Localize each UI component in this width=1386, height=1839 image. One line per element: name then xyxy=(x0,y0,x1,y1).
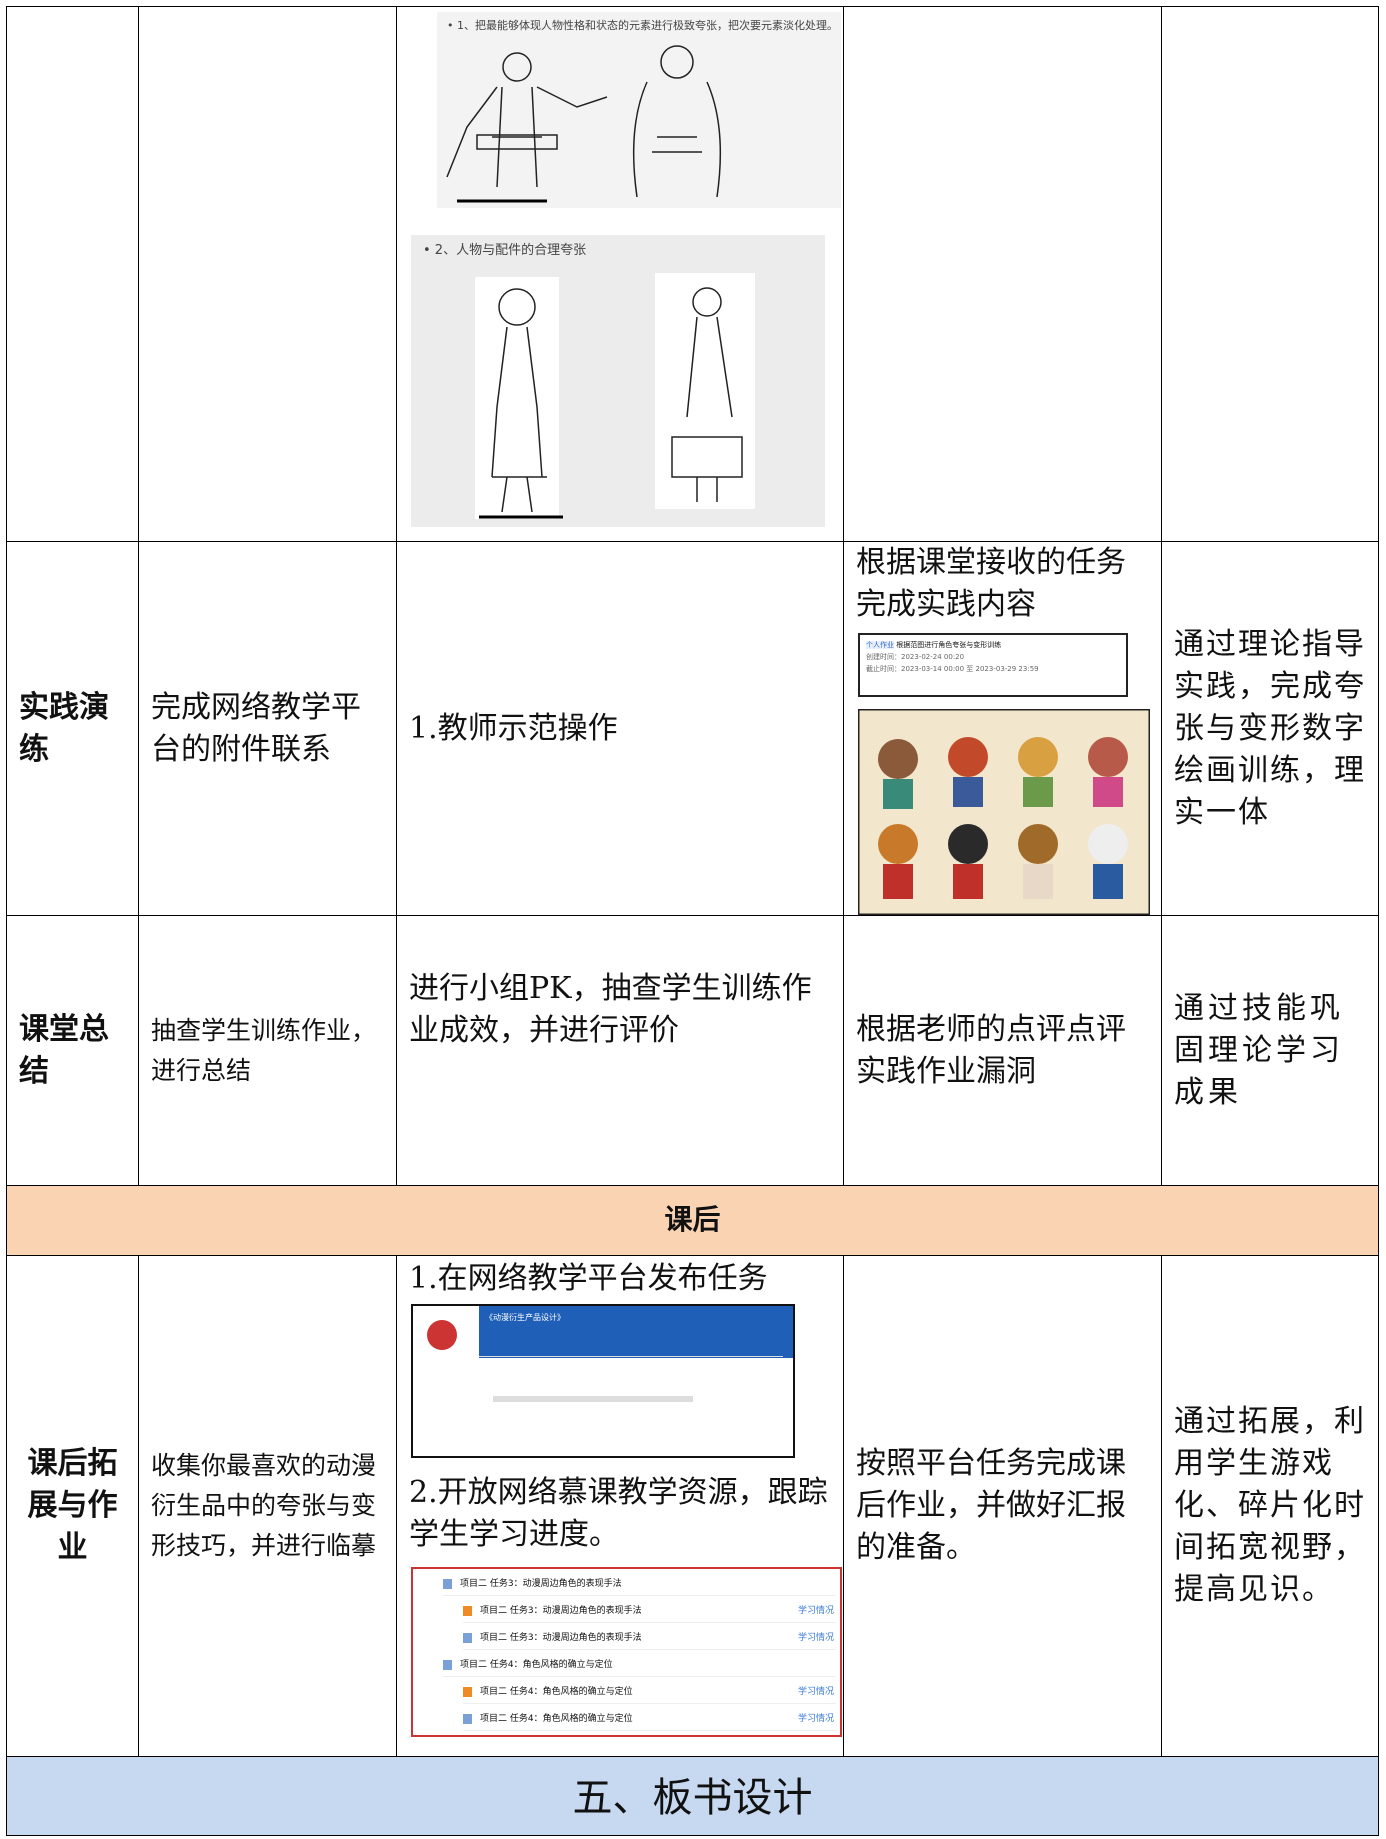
avatar xyxy=(427,1320,457,1350)
course-title: 项目二 任务3：动漫周边角色的表现手法 xyxy=(480,1633,642,1643)
student: 根据课堂接收的任务完成实践内容 xyxy=(856,545,1126,622)
course-title: 项目二 任务4：角色风格的确立与定位 xyxy=(480,1687,633,1697)
cell: 进行小组PK，抽查学生训练作业成效，并进行评价 xyxy=(396,915,844,1186)
image-bg xyxy=(437,12,841,208)
stage: 课后拓展与作业 xyxy=(6,1255,139,1757)
platform-title: 《动漫衍生产品设计》 xyxy=(479,1306,793,1358)
content: 收集你最喜欢的动漫衍生品中的夸张与变形技巧，并进行临摹 xyxy=(138,1255,397,1757)
purpose: 通过拓展，利用学生游戏化、碎片化时间拓宽视野，提高见识。 xyxy=(1161,1255,1379,1757)
illustration: • 1、把最能够体现人物性格和状态的元素进行极致夸张，把次要元素淡化处理。 • … xyxy=(411,12,841,527)
purpose: 通过理论指导实践，完成夸张与变形数字绘画训练，理实一体 xyxy=(1161,541,1379,916)
teacher: 1.教师示范操作 xyxy=(396,541,844,916)
course-item: 项目二 任务3：动漫周边角色的表现手法 学习情况 xyxy=(463,1627,836,1650)
icon xyxy=(443,1659,452,1670)
icon xyxy=(463,1632,472,1643)
course-item: 项目二 任务4：角色风格的确立与定位 xyxy=(443,1654,836,1677)
course-item: 项目二 任务3：动漫周边角色的表现手法 xyxy=(443,1573,836,1596)
icon xyxy=(463,1686,472,1697)
progress-link[interactable]: 学习情况 xyxy=(797,1633,834,1643)
content: 抽查学生训练作业，进行总结 xyxy=(138,915,397,1186)
characters xyxy=(878,737,1128,899)
cell: 1.在网络教学平台发布任务 《动漫衍生产品设计》 2.开放网络慕课教学资源，跟踪… xyxy=(396,1255,844,1757)
progress-link[interactable]: 学习情况 xyxy=(797,1714,834,1724)
cell xyxy=(6,6,139,542)
stage: 实践演练 xyxy=(6,541,139,916)
step: 2.开放网络慕课教学资源，跟踪学生学习进度。 xyxy=(409,1475,828,1552)
created: 创建时间：2023-02-24 00:20 xyxy=(866,653,965,661)
deadline: 截止时间：2023-03-14 00:00 至 2023-03-29 23:59 xyxy=(866,665,1039,673)
cell xyxy=(1161,6,1379,542)
image-bg xyxy=(411,235,825,527)
course-item: 项目二 任务4：角色风格的确立与定位 学习情况 xyxy=(463,1708,836,1731)
progress-link[interactable]: 学习情况 xyxy=(797,1606,834,1616)
cell xyxy=(138,6,397,542)
tag: 个人作业 xyxy=(866,641,894,649)
icon xyxy=(463,1605,472,1616)
cell: • 1、把最能够体现人物性格和状态的元素进行极致夸张，把次要元素淡化处理。 • … xyxy=(396,6,844,542)
step: 1.在网络教学平台发布任务 xyxy=(409,1261,768,1296)
course-title: 项目二 任务4：角色风格的确立与定位 xyxy=(480,1714,633,1724)
note: • 1、把最能够体现人物性格和状态的元素进行极致夸张，把次要元素淡化处理。 xyxy=(447,18,838,32)
student: 按照平台任务完成课后作业，并做好汇报的准备。 xyxy=(843,1255,1162,1757)
content: 完成网络教学平台的附件联系 xyxy=(138,541,397,916)
course-item: 项目二 任务3：动漫周边角色的表现手法 学习情况 xyxy=(463,1600,836,1623)
course-title: 项目二 任务3：动漫周边角色的表现手法 xyxy=(460,1579,622,1589)
stage: 课堂总结 xyxy=(6,915,139,1186)
course-title: 项目二 任务4：角色风格的确立与定位 xyxy=(460,1660,613,1670)
section-header: 五、板书设计 xyxy=(6,1756,1379,1836)
purpose: 通过技能巩固理论学习成果 xyxy=(1161,915,1379,1186)
sketch xyxy=(446,45,722,198)
course-item: 项目二 任务4：角色风格的确立与定位 学习情况 xyxy=(463,1681,836,1704)
cell: 根据课堂接收的任务完成实践内容 个人作业 根据范图进行角色夸张与变形训练 创建时… xyxy=(843,541,1162,916)
section-header: 课后 xyxy=(6,1185,1379,1256)
course-title: 项目二 任务3：动漫周边角色的表现手法 xyxy=(480,1606,642,1616)
task-card: 个人作业 根据范图进行角色夸张与变形训练 创建时间：2023-02-24 00:… xyxy=(858,633,1128,697)
student: 根据老师的点评点评实践作业漏洞 xyxy=(843,915,1162,1186)
course-list: 项目二 任务3：动漫周边角色的表现手法 项目二 任务3：动漫周边角色的表现手法 学习… xyxy=(411,1567,842,1737)
platform-screenshot: 《动漫衍生产品设计》 xyxy=(411,1304,795,1458)
teacher: 进行小组PK，抽查学生训练作业成效，并进行评价 xyxy=(409,971,812,1048)
icon xyxy=(463,1713,472,1724)
icon xyxy=(443,1578,452,1589)
character-image xyxy=(858,709,1150,915)
progress-link[interactable]: 学习情况 xyxy=(797,1687,834,1697)
task-title: 根据范图进行角色夸张与变形训练 xyxy=(896,641,1002,649)
note: • 2、人物与配件的合理夸张 xyxy=(423,242,586,258)
cell xyxy=(843,6,1162,542)
